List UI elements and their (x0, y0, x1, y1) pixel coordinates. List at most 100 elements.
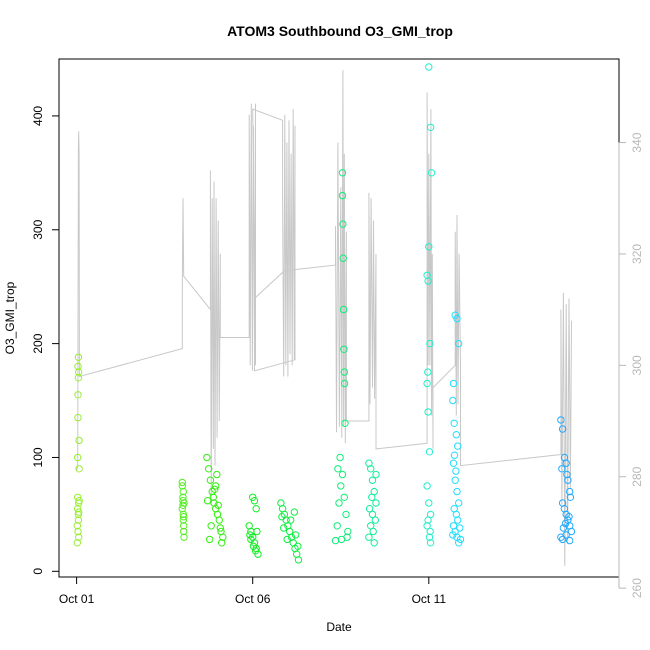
series-group (365, 459, 380, 547)
data-point (424, 408, 432, 416)
data-point (341, 419, 349, 427)
data-point (218, 539, 226, 547)
right-y-tick-label: 340 (630, 132, 644, 152)
y-tick-label: 100 (31, 447, 45, 467)
data-point (368, 493, 376, 501)
y-axis-label: O3_GMI_trop (3, 281, 17, 354)
data-point (456, 535, 465, 544)
data-point (74, 510, 83, 519)
data-point (372, 470, 380, 479)
data-point (178, 505, 187, 513)
data-point (206, 476, 215, 484)
data-point (283, 535, 291, 544)
data-point (423, 271, 431, 279)
data-point (566, 536, 574, 545)
series-group (277, 499, 303, 564)
data-point (456, 524, 464, 532)
data-point (449, 531, 457, 539)
data-point (208, 487, 216, 496)
series-group (178, 478, 188, 541)
data-point (75, 465, 83, 473)
data-point (180, 513, 188, 521)
series-group (449, 311, 465, 547)
x-tick-label: Oct 06 (235, 592, 271, 606)
data-point (74, 374, 83, 382)
data-point (287, 516, 295, 524)
y-axis: 0 100 200 300 400 (31, 106, 60, 575)
data-point (179, 487, 188, 496)
series-group (331, 169, 352, 545)
data-point (452, 467, 460, 475)
data-point (424, 516, 432, 524)
data-point (334, 465, 342, 473)
y-tick-label: 400 (31, 106, 45, 126)
data-point (214, 501, 222, 509)
data-point (339, 220, 347, 228)
data-point (557, 416, 565, 424)
series-group (557, 416, 576, 545)
right-y-tick-label: 300 (630, 355, 644, 375)
data-point (246, 531, 254, 539)
data-point (339, 254, 347, 262)
data-point (74, 505, 82, 513)
data-point (451, 476, 459, 484)
right-y-tick-label: 320 (630, 244, 644, 264)
data-point (450, 451, 459, 459)
data-point (369, 527, 377, 536)
right-y-tick-label: 280 (630, 466, 644, 486)
data-point (74, 391, 82, 399)
points-layer (73, 63, 576, 564)
data-point (253, 527, 261, 536)
data-point (425, 63, 433, 71)
data-point (338, 470, 347, 479)
data-point (209, 493, 218, 501)
data-point (339, 305, 348, 314)
x-tick-label: Oct 11 (412, 592, 447, 606)
data-point (207, 522, 215, 530)
data-point (250, 497, 259, 505)
data-point (216, 524, 225, 532)
data-point (179, 493, 187, 501)
data-point (74, 413, 82, 422)
data-point (424, 277, 432, 285)
data-point (558, 465, 566, 473)
data-point (294, 556, 303, 564)
data-point (252, 505, 260, 513)
data-point (75, 497, 83, 505)
data-point (449, 396, 457, 405)
data-point (449, 379, 458, 388)
data-point (566, 487, 574, 496)
y-tick-label: 0 (31, 568, 45, 575)
data-point (563, 470, 571, 479)
y-tick-label: 200 (31, 333, 45, 353)
data-point (368, 510, 377, 519)
data-point (423, 522, 431, 530)
data-point (333, 522, 341, 530)
data-point (292, 531, 300, 539)
data-point (453, 314, 461, 323)
data-point (426, 339, 434, 348)
data-point (203, 497, 212, 505)
data-point (449, 459, 458, 467)
data-point (562, 531, 570, 539)
series-group (73, 353, 83, 547)
data-point (74, 516, 83, 524)
data-point (365, 533, 373, 541)
data-point (75, 533, 83, 541)
data-point (178, 478, 187, 487)
data-point (424, 368, 432, 376)
data-point (249, 542, 258, 550)
data-point (425, 243, 433, 251)
data-point (215, 516, 224, 524)
data-point (337, 482, 345, 490)
data-point (74, 362, 82, 371)
data-point (455, 499, 463, 507)
data-point (423, 379, 431, 388)
data-point (567, 527, 576, 536)
data-point (340, 493, 348, 501)
data-point (75, 508, 83, 516)
data-point (565, 513, 573, 521)
secondary-series-line (76, 70, 572, 566)
series-group (203, 453, 227, 547)
